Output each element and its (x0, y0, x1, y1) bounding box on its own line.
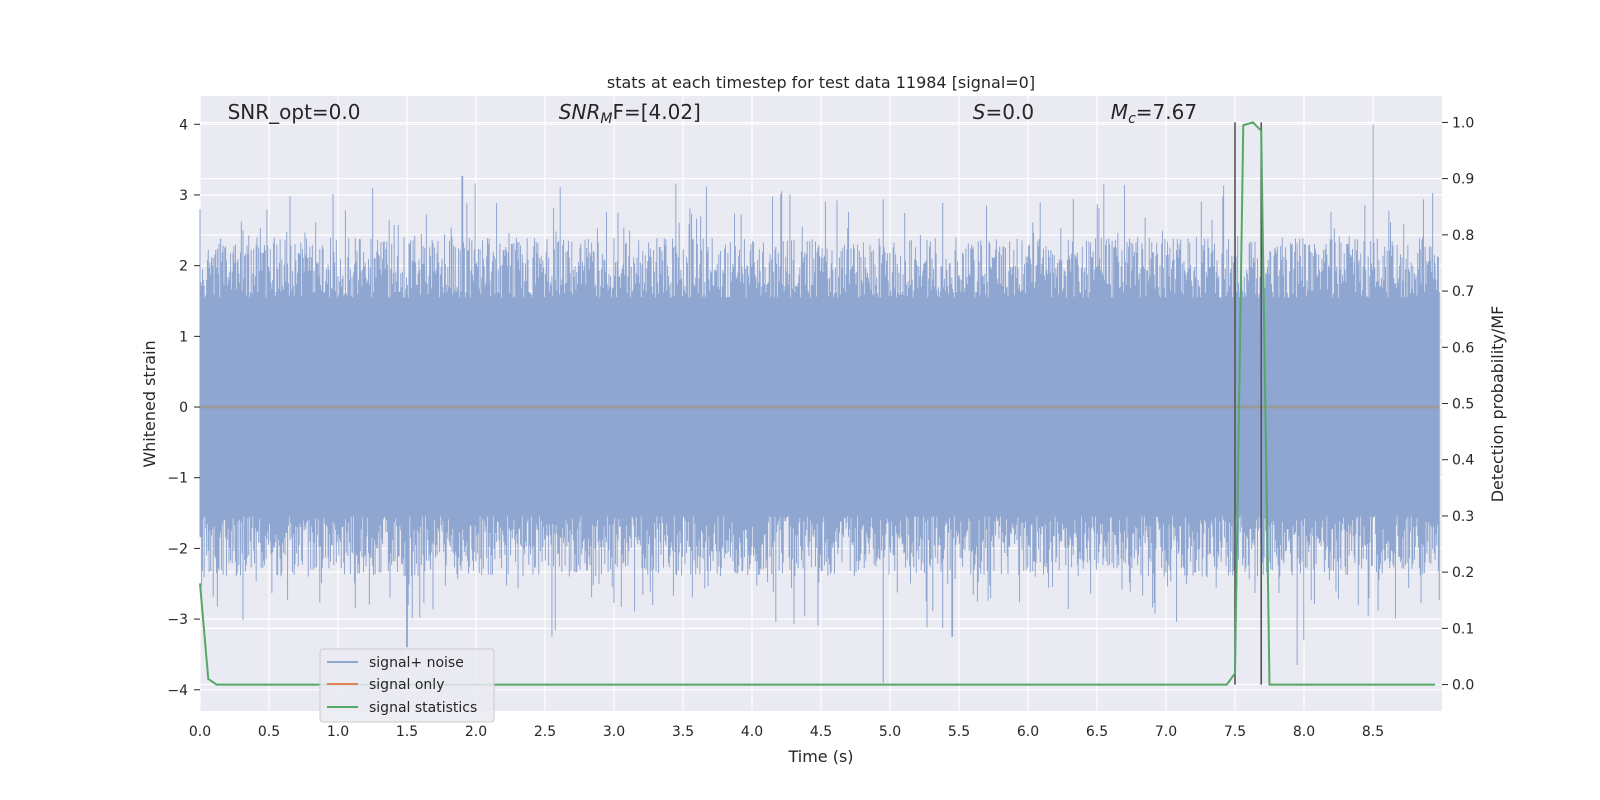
x-tick-label-4: 2.0 (465, 724, 487, 740)
y-tick-label-3: 1 (179, 329, 188, 345)
y-tick-label-0: 4 (179, 117, 188, 133)
y-tick-label-1: 3 (179, 188, 188, 204)
y-tick-label-5: −1 (167, 471, 188, 487)
legend-box (319, 648, 495, 723)
x-axis-ticks: 0.0 0.5 1.0 1.5 2.0 2.5 3.0 3.5 4.0 4.5 5.0 5.5 6.0 6… (189, 724, 1384, 740)
x-axis-label: Time (s) (787, 747, 853, 766)
y-axis-ticks-right: 1.0 0.9 0.8 0.7 0.6 0.5 0.4 0.3 0.2 0.1 0.0 (1442, 115, 1474, 694)
y-tick-label-6: −2 (167, 541, 188, 557)
y-right-tick-label-5: 0.5 (1452, 397, 1474, 413)
x-tick-label-17: 8.5 (1362, 724, 1384, 740)
y-right-tick-label-9: 0.1 (1452, 621, 1474, 637)
y-right-tick-label-0: 1.0 (1452, 115, 1474, 131)
x-tick-label-11: 5.5 (948, 724, 970, 740)
legend-label-signal-only: signal only (369, 677, 444, 693)
x-tick-label-8: 4.0 (741, 724, 763, 740)
annotation-2: S=0.0 (973, 100, 1034, 124)
y-tick-label-8: −4 (167, 683, 188, 699)
y-axis-label-right: Detection probability/MF (1488, 306, 1507, 503)
y-axis-label-left: Whitened strain (140, 340, 159, 467)
x-tick-label-3: 1.5 (396, 724, 418, 740)
annotations: SNR_opt=0.0 SNRMF=[4.02] S=0.0 Mc=7.67 (228, 100, 1197, 127)
x-tick-label-13: 6.5 (1086, 724, 1108, 740)
y-tick-label-4: 0 (179, 400, 188, 416)
legend: signal+ noise signal only signal statist… (319, 648, 495, 723)
y-right-tick-label-6: 0.4 (1452, 453, 1474, 469)
y-right-tick-label-10: 0.0 (1452, 678, 1474, 694)
y-right-tick-label-7: 0.3 (1452, 509, 1474, 525)
x-tick-label-6: 3.0 (603, 724, 625, 740)
y-right-tick-label-3: 0.7 (1452, 284, 1474, 300)
y-right-tick-label-1: 0.9 (1452, 172, 1474, 188)
x-tick-label-7: 3.5 (672, 724, 694, 740)
chart-title: stats at each timestep for test data 119… (607, 73, 1035, 92)
y-axis-ticks-left: 4 3 2 1 0 −1 −2 −3 −4 (167, 117, 200, 699)
legend-label-signal-noise: signal+ noise (369, 655, 464, 671)
x-tick-label-1: 0.5 (258, 724, 280, 740)
vertical-lines (1234, 122, 1263, 685)
y-right-tick-label-2: 0.8 (1452, 228, 1474, 244)
y-tick-label-2: 2 (179, 259, 188, 275)
x-tick-label-5: 2.5 (534, 724, 556, 740)
legend-label-signal-statistics: signal statistics (369, 700, 477, 716)
x-tick-label-15: 7.5 (1224, 724, 1246, 740)
y-right-tick-label-8: 0.2 (1452, 565, 1474, 581)
series-signal-statistics (199, 121, 1436, 686)
y-tick-label-7: −3 (167, 612, 188, 628)
x-tick-label-2: 1.0 (327, 724, 349, 740)
signal-statistics-line (199, 121, 1436, 686)
y-right-tick-label-4: 0.6 (1452, 340, 1474, 356)
x-tick-label-16: 8.0 (1293, 724, 1315, 740)
x-tick-label-14: 7.0 (1155, 724, 1177, 740)
annotation-3: Mc=7.67 (1111, 100, 1197, 127)
x-tick-label-0: 0.0 (189, 724, 211, 740)
x-tick-label-12: 6.0 (1017, 724, 1039, 740)
x-tick-label-10: 5.0 (879, 724, 901, 740)
annotation-1: SNRMF=[4.02] (559, 100, 701, 127)
annotation-0: SNR_opt=0.0 (228, 100, 361, 124)
x-tick-label-9: 4.5 (810, 724, 832, 740)
